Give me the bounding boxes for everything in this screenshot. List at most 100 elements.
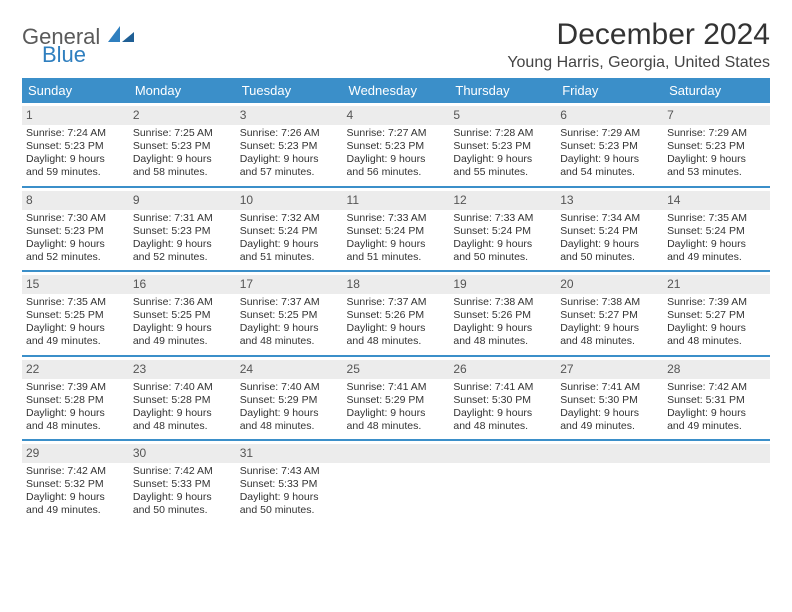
- sunrise-text: Sunrise: 7:42 AM: [667, 381, 766, 394]
- sunrise-text: Sunrise: 7:27 AM: [347, 127, 446, 140]
- calendar-cell: 8Sunrise: 7:30 AMSunset: 5:23 PMDaylight…: [22, 187, 129, 272]
- daylight-text: Daylight: 9 hours and 50 minutes.: [133, 491, 232, 517]
- calendar-head: SundayMondayTuesdayWednesdayThursdayFrid…: [22, 78, 770, 103]
- calendar-cell: 9Sunrise: 7:31 AMSunset: 5:23 PMDaylight…: [129, 187, 236, 272]
- daylight-text: Daylight: 9 hours and 48 minutes.: [26, 407, 125, 433]
- sunrise-text: Sunrise: 7:34 AM: [560, 212, 659, 225]
- calendar-cell-empty: [343, 440, 450, 524]
- sunset-text: Sunset: 5:25 PM: [26, 309, 125, 322]
- sunset-text: Sunset: 5:28 PM: [26, 394, 125, 407]
- sunrise-text: Sunrise: 7:42 AM: [26, 465, 125, 478]
- daylight-text: Daylight: 9 hours and 48 minutes.: [240, 322, 339, 348]
- day-number: 21: [663, 275, 770, 294]
- calendar-cell: 27Sunrise: 7:41 AMSunset: 5:30 PMDayligh…: [556, 356, 663, 441]
- day-number: 3: [236, 106, 343, 125]
- day-number: 29: [22, 444, 129, 463]
- sunset-text: Sunset: 5:31 PM: [667, 394, 766, 407]
- day-number: 31: [236, 444, 343, 463]
- day-number: 10: [236, 191, 343, 210]
- daylight-text: Daylight: 9 hours and 48 minutes.: [240, 407, 339, 433]
- day-number: 18: [343, 275, 450, 294]
- calendar-week: 8Sunrise: 7:30 AMSunset: 5:23 PMDaylight…: [22, 187, 770, 272]
- daylight-text: Daylight: 9 hours and 49 minutes.: [26, 322, 125, 348]
- sunset-text: Sunset: 5:23 PM: [26, 140, 125, 153]
- sunrise-text: Sunrise: 7:40 AM: [240, 381, 339, 394]
- sunrise-text: Sunrise: 7:26 AM: [240, 127, 339, 140]
- day-number-empty: [343, 444, 450, 463]
- brand-text: General Blue: [22, 24, 136, 65]
- calendar-cell: 17Sunrise: 7:37 AMSunset: 5:25 PMDayligh…: [236, 271, 343, 356]
- day-number: 26: [449, 360, 556, 379]
- day-number: 6: [556, 106, 663, 125]
- day-header: Wednesday: [343, 78, 450, 103]
- sunset-text: Sunset: 5:23 PM: [240, 140, 339, 153]
- calendar-cell: 21Sunrise: 7:39 AMSunset: 5:27 PMDayligh…: [663, 271, 770, 356]
- daylight-text: Daylight: 9 hours and 55 minutes.: [453, 153, 552, 179]
- sunset-text: Sunset: 5:26 PM: [453, 309, 552, 322]
- daylight-text: Daylight: 9 hours and 59 minutes.: [26, 153, 125, 179]
- sunrise-text: Sunrise: 7:43 AM: [240, 465, 339, 478]
- calendar-week: 15Sunrise: 7:35 AMSunset: 5:25 PMDayligh…: [22, 271, 770, 356]
- calendar-cell: 4Sunrise: 7:27 AMSunset: 5:23 PMDaylight…: [343, 103, 450, 187]
- day-number: 15: [22, 275, 129, 294]
- sunset-text: Sunset: 5:24 PM: [240, 225, 339, 238]
- calendar-cell: 26Sunrise: 7:41 AMSunset: 5:30 PMDayligh…: [449, 356, 556, 441]
- sunrise-text: Sunrise: 7:33 AM: [347, 212, 446, 225]
- sunset-text: Sunset: 5:23 PM: [26, 225, 125, 238]
- calendar-cell: 11Sunrise: 7:33 AMSunset: 5:24 PMDayligh…: [343, 187, 450, 272]
- sunset-text: Sunset: 5:25 PM: [240, 309, 339, 322]
- daylight-text: Daylight: 9 hours and 54 minutes.: [560, 153, 659, 179]
- calendar-cell: 13Sunrise: 7:34 AMSunset: 5:24 PMDayligh…: [556, 187, 663, 272]
- location-subtitle: Young Harris, Georgia, United States: [507, 54, 770, 72]
- day-header: Thursday: [449, 78, 556, 103]
- daylight-text: Daylight: 9 hours and 48 minutes.: [133, 407, 232, 433]
- sunset-text: Sunset: 5:27 PM: [560, 309, 659, 322]
- day-number: 8: [22, 191, 129, 210]
- brand-sail-icon: [106, 24, 136, 44]
- daylight-text: Daylight: 9 hours and 51 minutes.: [347, 238, 446, 264]
- day-number: 16: [129, 275, 236, 294]
- day-number: 11: [343, 191, 450, 210]
- sunrise-text: Sunrise: 7:24 AM: [26, 127, 125, 140]
- calendar-week: 1Sunrise: 7:24 AMSunset: 5:23 PMDaylight…: [22, 103, 770, 187]
- day-header: Tuesday: [236, 78, 343, 103]
- daylight-text: Daylight: 9 hours and 50 minutes.: [453, 238, 552, 264]
- calendar-cell: 23Sunrise: 7:40 AMSunset: 5:28 PMDayligh…: [129, 356, 236, 441]
- sunrise-text: Sunrise: 7:41 AM: [560, 381, 659, 394]
- sunset-text: Sunset: 5:29 PM: [347, 394, 446, 407]
- sunset-text: Sunset: 5:32 PM: [26, 478, 125, 491]
- daylight-text: Daylight: 9 hours and 48 minutes.: [667, 322, 766, 348]
- calendar-week: 22Sunrise: 7:39 AMSunset: 5:28 PMDayligh…: [22, 356, 770, 441]
- calendar-cell-empty: [663, 440, 770, 524]
- sunrise-text: Sunrise: 7:37 AM: [240, 296, 339, 309]
- calendar-cell: 19Sunrise: 7:38 AMSunset: 5:26 PMDayligh…: [449, 271, 556, 356]
- calendar-cell: 6Sunrise: 7:29 AMSunset: 5:23 PMDaylight…: [556, 103, 663, 187]
- day-number: 25: [343, 360, 450, 379]
- sunrise-text: Sunrise: 7:39 AM: [667, 296, 766, 309]
- sunset-text: Sunset: 5:25 PM: [133, 309, 232, 322]
- sunset-text: Sunset: 5:23 PM: [347, 140, 446, 153]
- sunset-text: Sunset: 5:26 PM: [347, 309, 446, 322]
- day-number: 12: [449, 191, 556, 210]
- sunrise-text: Sunrise: 7:35 AM: [26, 296, 125, 309]
- calendar-cell: 31Sunrise: 7:43 AMSunset: 5:33 PMDayligh…: [236, 440, 343, 524]
- daylight-text: Daylight: 9 hours and 48 minutes.: [347, 322, 446, 348]
- calendar-cell: 7Sunrise: 7:29 AMSunset: 5:23 PMDaylight…: [663, 103, 770, 187]
- brand-logo: General Blue: [22, 18, 136, 65]
- sunset-text: Sunset: 5:33 PM: [240, 478, 339, 491]
- sunrise-text: Sunrise: 7:40 AM: [133, 381, 232, 394]
- daylight-text: Daylight: 9 hours and 58 minutes.: [133, 153, 232, 179]
- daylight-text: Daylight: 9 hours and 52 minutes.: [133, 238, 232, 264]
- sunset-text: Sunset: 5:30 PM: [453, 394, 552, 407]
- sunrise-text: Sunrise: 7:39 AM: [26, 381, 125, 394]
- day-header: Saturday: [663, 78, 770, 103]
- daylight-text: Daylight: 9 hours and 48 minutes.: [453, 322, 552, 348]
- calendar-page: General Blue December 2024 Young Harris,…: [0, 0, 792, 612]
- sunrise-text: Sunrise: 7:35 AM: [667, 212, 766, 225]
- sunset-text: Sunset: 5:33 PM: [133, 478, 232, 491]
- header: General Blue December 2024 Young Harris,…: [22, 18, 770, 72]
- sunrise-text: Sunrise: 7:33 AM: [453, 212, 552, 225]
- day-number: 14: [663, 191, 770, 210]
- day-number: 13: [556, 191, 663, 210]
- day-number: 4: [343, 106, 450, 125]
